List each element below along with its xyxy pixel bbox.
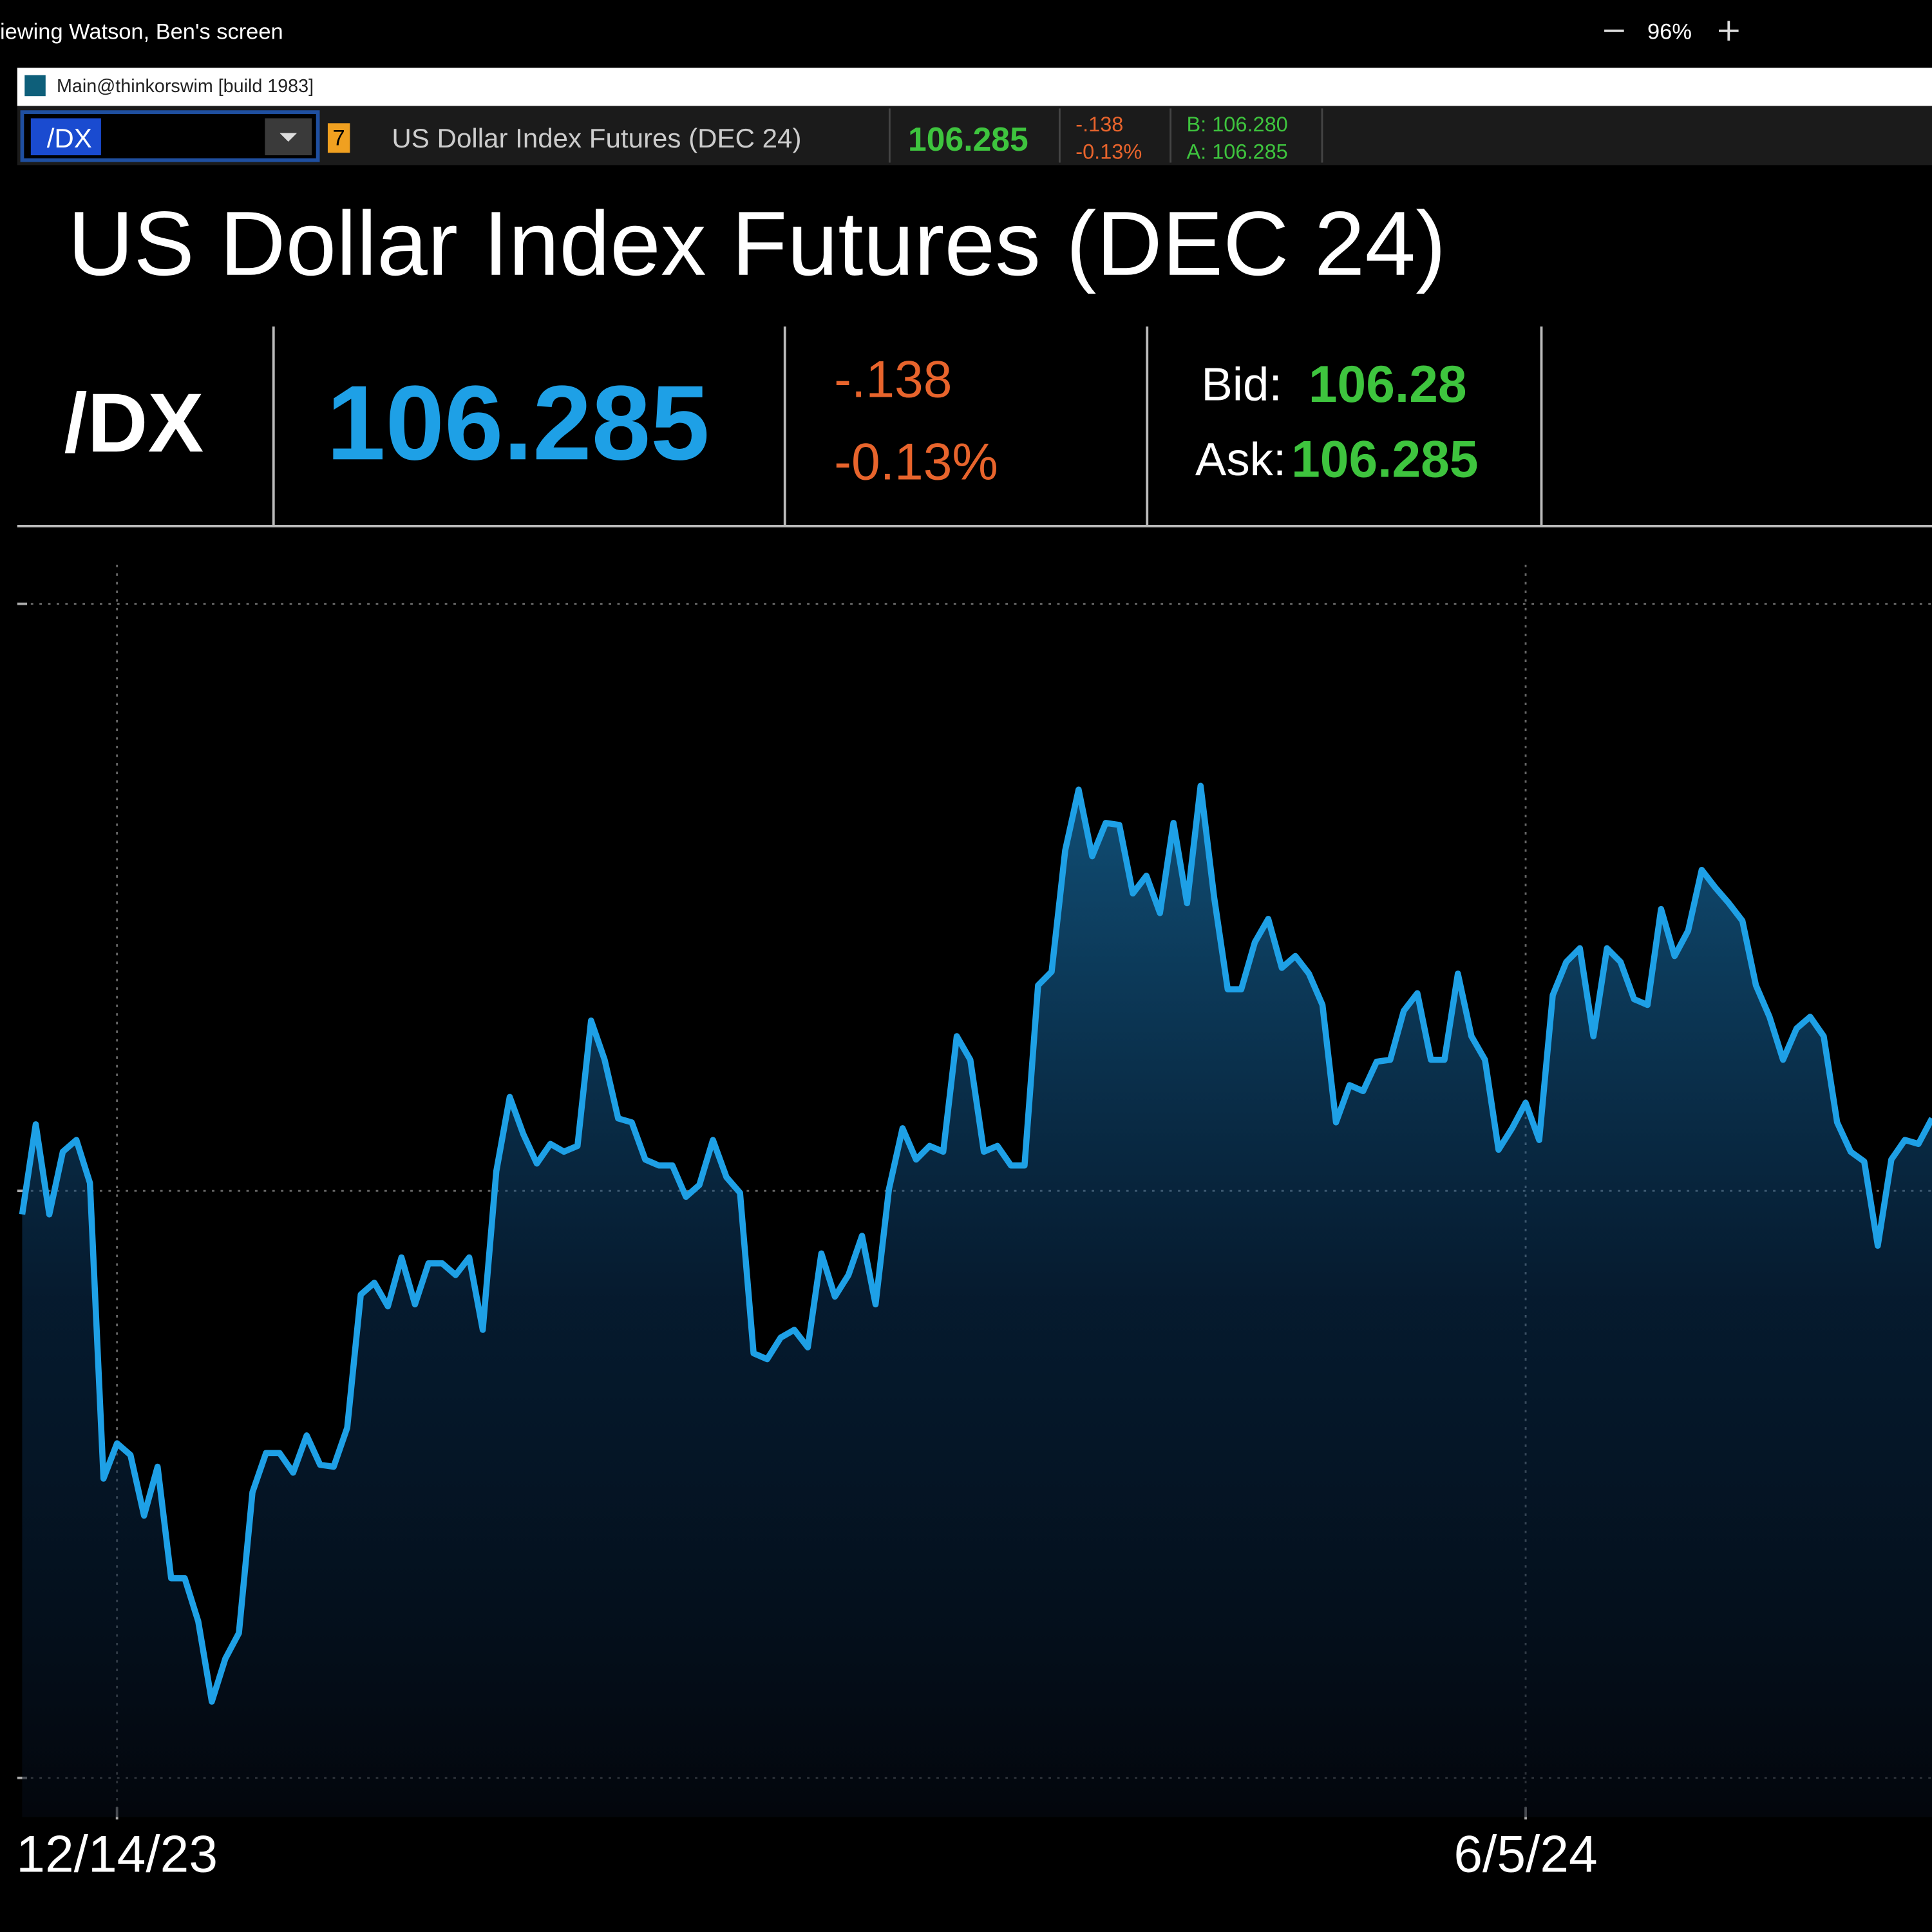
area-fill	[22, 786, 1932, 1817]
symbol-input-text: /DX	[47, 123, 92, 153]
title-bar	[17, 68, 1932, 106]
price-line	[19, 782, 1932, 1705]
x-tick-label: 6/5/24	[1454, 1825, 1597, 1883]
ask-label: Ask:	[1195, 433, 1286, 486]
toolbar-bid: B: 106.280	[1186, 113, 1287, 136]
header-title: US Dollar Index Futures (DEC 24)	[68, 193, 1446, 295]
toolbar-description: US Dollar Index Futures (DEC 24)	[392, 123, 801, 153]
app-icon	[24, 75, 46, 97]
header-change: -.138	[834, 350, 952, 408]
x-tick-label: 12/14/23	[16, 1825, 218, 1883]
header-separators	[17, 327, 1932, 527]
header-change-pct: -0.13%	[834, 433, 998, 491]
zoom-level: 96%	[1647, 20, 1692, 44]
window-title: Main@thinkorswim [build 1983]	[57, 76, 314, 97]
badge[interactable]	[327, 123, 350, 153]
toolbar-separators	[888, 108, 1323, 163]
toolbar-change-pct: -0.13%	[1075, 140, 1142, 163]
dropdown-arrow	[279, 133, 298, 142]
bid-value: 106.28	[1309, 355, 1467, 413]
bid-label: Bid:	[1201, 358, 1282, 410]
zoom-in[interactable]	[1719, 21, 1739, 41]
viewer-text: iewing Watson, Ben's screen	[0, 20, 283, 44]
toolbar-change: -.138	[1075, 113, 1123, 136]
symbol-highlight	[30, 118, 101, 156]
chart: 12/14/23 6/5/24	[16, 564, 1932, 1883]
toolbar-last: 106.285	[908, 120, 1028, 158]
header-symbol: /DX	[64, 375, 204, 469]
toolbar-ask: A: 106.285	[1186, 140, 1287, 163]
ask-value: 106.285	[1291, 431, 1478, 489]
badge-text: 7	[333, 126, 345, 150]
header-last: 106.285	[327, 363, 710, 482]
